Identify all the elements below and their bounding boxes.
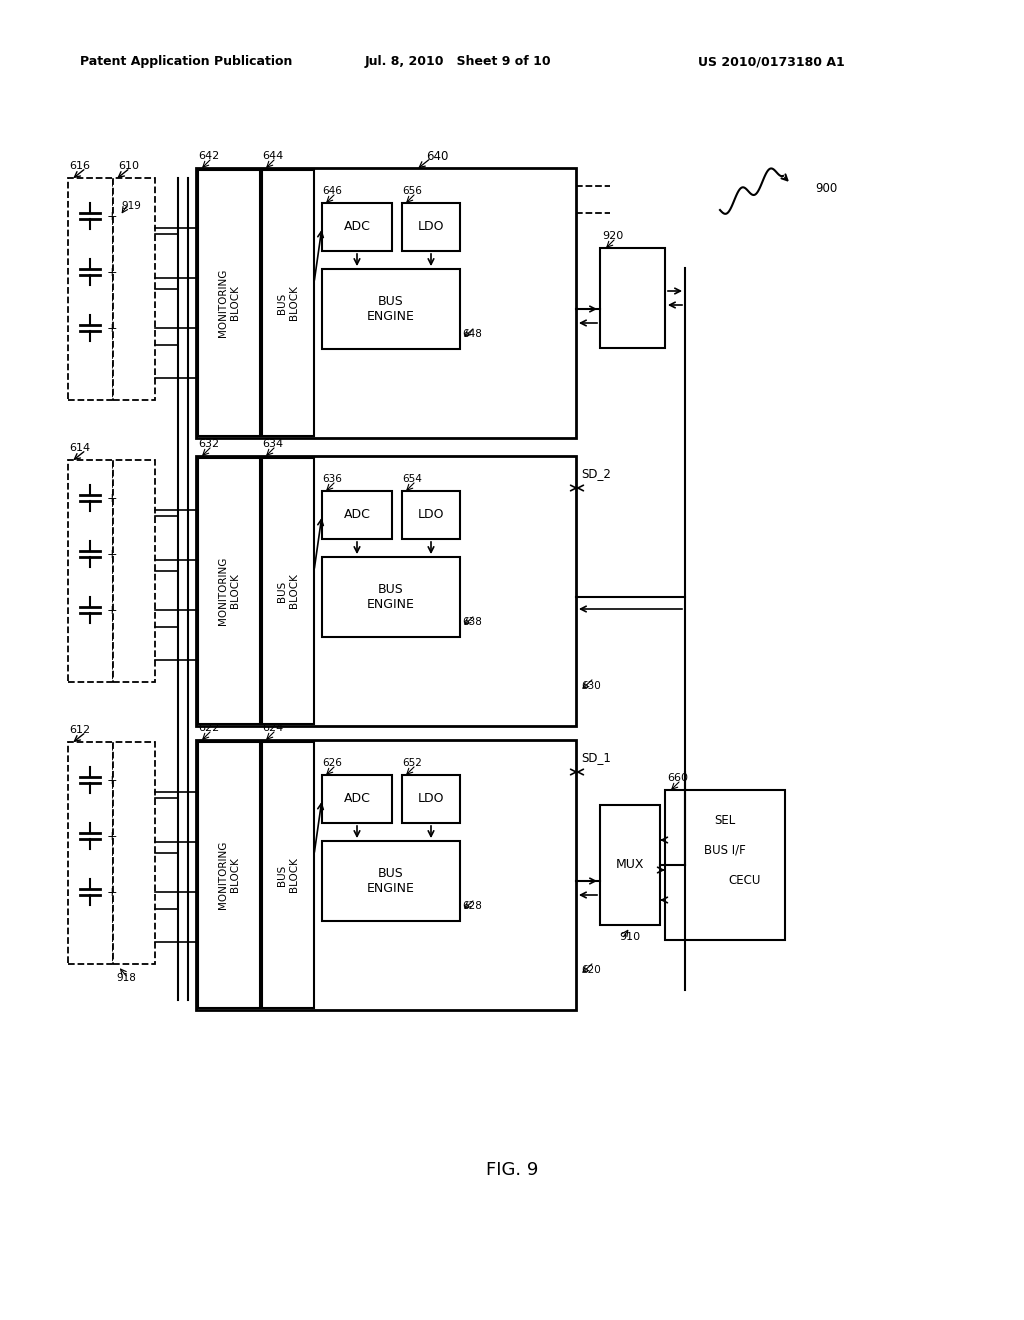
Text: 624: 624 <box>262 723 284 733</box>
Bar <box>600 248 665 348</box>
Text: BUS I/F: BUS I/F <box>705 843 745 857</box>
Text: 616: 616 <box>69 161 90 172</box>
Text: 628: 628 <box>462 902 482 911</box>
Text: 920: 920 <box>602 231 624 242</box>
Text: BUS
BLOCK: BUS BLOCK <box>278 574 299 609</box>
Text: LDO: LDO <box>418 792 444 805</box>
Text: ADC: ADC <box>344 508 371 521</box>
Text: 634: 634 <box>262 440 283 449</box>
Text: 656: 656 <box>402 186 422 195</box>
Text: MONITORING
BLOCK: MONITORING BLOCK <box>218 557 240 626</box>
Text: ADC: ADC <box>344 792 371 805</box>
Bar <box>68 178 113 400</box>
Text: +: + <box>106 265 118 279</box>
Text: ADC: ADC <box>344 220 371 234</box>
Text: 636: 636 <box>322 474 342 484</box>
Text: 644: 644 <box>262 150 284 161</box>
Bar <box>198 458 260 723</box>
Bar <box>68 742 113 964</box>
Text: +: + <box>106 548 118 561</box>
Text: BUS
ENGINE: BUS ENGINE <box>367 294 415 323</box>
Text: MONITORING
BLOCK: MONITORING BLOCK <box>218 269 240 337</box>
Text: FIG. 9: FIG. 9 <box>485 1162 539 1179</box>
Text: SD_2: SD_2 <box>581 467 611 480</box>
Bar <box>402 203 460 251</box>
Bar <box>196 455 575 726</box>
Text: 612: 612 <box>69 725 90 735</box>
Text: 638: 638 <box>462 616 482 627</box>
Bar <box>196 741 575 1010</box>
Text: 620: 620 <box>581 965 601 975</box>
Text: LDO: LDO <box>418 508 444 521</box>
Bar <box>196 168 575 438</box>
Text: 654: 654 <box>402 474 422 484</box>
Bar <box>322 841 460 921</box>
Text: CECU: CECU <box>729 874 761 887</box>
Text: US 2010/0173180 A1: US 2010/0173180 A1 <box>698 55 845 69</box>
Text: 622: 622 <box>198 723 219 733</box>
Text: 642: 642 <box>198 150 219 161</box>
Bar <box>322 557 460 638</box>
Text: 610: 610 <box>118 161 139 172</box>
Text: Jul. 8, 2010   Sheet 9 of 10: Jul. 8, 2010 Sheet 9 of 10 <box>365 55 552 69</box>
Bar <box>322 775 392 822</box>
Text: MUX: MUX <box>615 858 644 871</box>
Text: 910: 910 <box>620 932 641 942</box>
Text: +: + <box>106 491 118 504</box>
Text: BUS
ENGINE: BUS ENGINE <box>367 867 415 895</box>
Bar <box>113 178 155 400</box>
Bar <box>113 742 155 964</box>
Text: 626: 626 <box>322 758 342 768</box>
Text: +: + <box>106 603 118 616</box>
Text: BUS
BLOCK: BUS BLOCK <box>278 858 299 892</box>
Text: 630: 630 <box>581 681 601 690</box>
Text: 900: 900 <box>815 181 838 194</box>
Text: 614: 614 <box>69 444 90 453</box>
Text: 918: 918 <box>116 973 136 983</box>
Text: +: + <box>106 210 118 223</box>
Text: +: + <box>106 886 118 899</box>
Bar <box>665 789 785 940</box>
Bar <box>402 775 460 822</box>
Text: MONITORING
BLOCK: MONITORING BLOCK <box>218 841 240 909</box>
Text: 652: 652 <box>402 758 422 768</box>
Text: 919: 919 <box>121 201 141 211</box>
Bar <box>198 170 260 436</box>
Text: +: + <box>106 774 118 787</box>
Text: BUS
BLOCK: BUS BLOCK <box>278 285 299 321</box>
Text: 660: 660 <box>667 774 688 783</box>
Text: +: + <box>106 829 118 842</box>
Text: 648: 648 <box>462 329 482 339</box>
Bar <box>262 170 314 436</box>
Bar <box>322 269 460 348</box>
Text: Patent Application Publication: Patent Application Publication <box>80 55 293 69</box>
Text: SEL: SEL <box>715 813 735 826</box>
Bar <box>113 459 155 682</box>
Bar <box>262 458 314 723</box>
Bar <box>322 203 392 251</box>
Text: 640: 640 <box>426 149 449 162</box>
Bar <box>322 491 392 539</box>
Bar <box>262 742 314 1008</box>
Bar <box>402 491 460 539</box>
Bar <box>198 742 260 1008</box>
Text: SD_1: SD_1 <box>581 751 611 764</box>
Bar <box>68 459 113 682</box>
Text: 632: 632 <box>198 440 219 449</box>
Text: BUS
ENGINE: BUS ENGINE <box>367 583 415 611</box>
Bar <box>600 805 660 925</box>
Text: 646: 646 <box>322 186 342 195</box>
Text: +: + <box>106 322 118 334</box>
Text: LDO: LDO <box>418 220 444 234</box>
